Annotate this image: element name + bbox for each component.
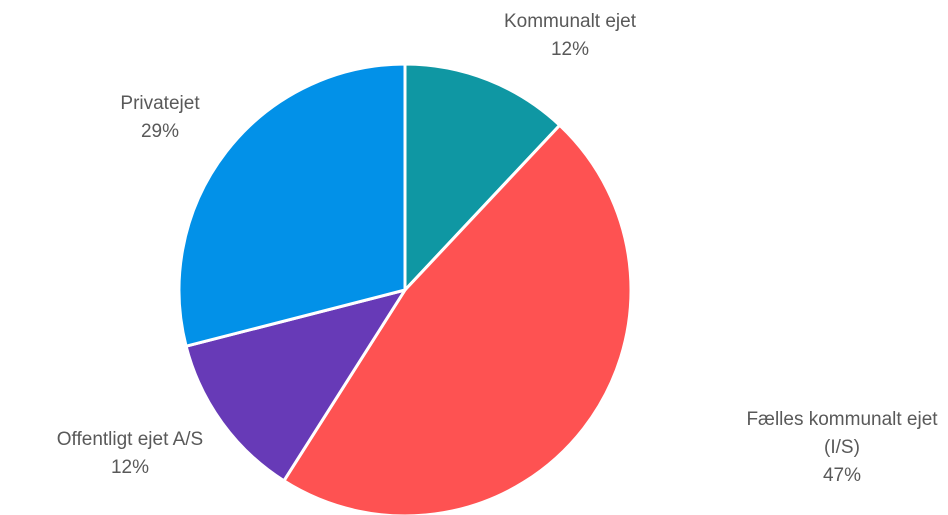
value-label: 12% bbox=[110, 457, 150, 478]
slice-label: Offentligt ejet A/S 12% bbox=[25, 426, 235, 482]
category-label: Fælles kommunalt ejet (I/S) bbox=[746, 409, 938, 458]
value-label: 12% bbox=[550, 39, 590, 60]
pie-slice bbox=[403, 62, 562, 292]
pie-slice bbox=[184, 288, 407, 483]
slice-label: Privatejet 29% bbox=[55, 90, 265, 146]
slice-label: Fælles kommunalt ejet (I/S) 47% bbox=[737, 406, 947, 490]
pie-slice bbox=[282, 123, 633, 515]
category-label: Offentligt ejet A/S bbox=[56, 429, 204, 450]
category-label: Privatejet bbox=[120, 93, 200, 114]
pie-slice bbox=[177, 62, 407, 348]
value-label: 29% bbox=[140, 121, 180, 142]
category-label: Kommunalt ejet bbox=[503, 11, 636, 32]
slice-label: Kommunalt ejet 12% bbox=[465, 8, 675, 64]
value-label: 47% bbox=[822, 465, 862, 486]
